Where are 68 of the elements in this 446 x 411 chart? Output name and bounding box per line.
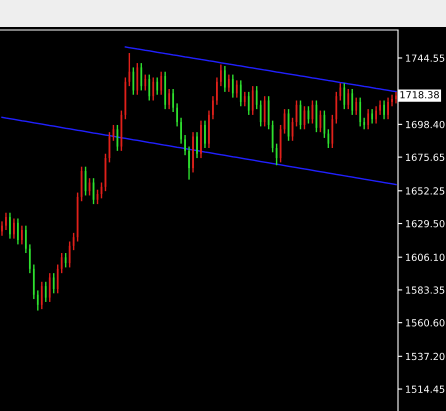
candlestick bbox=[108, 131, 110, 164]
candlestick bbox=[116, 124, 118, 152]
y-tick-label: 1583.35 bbox=[406, 286, 444, 294]
candlestick bbox=[304, 106, 306, 130]
candlestick bbox=[172, 88, 174, 113]
candlestick bbox=[104, 153, 106, 192]
candlestick bbox=[180, 117, 182, 144]
candlestick bbox=[92, 178, 94, 205]
y-tick-label: 1560.60 bbox=[406, 319, 445, 326]
y-tick-label: 1652.25 bbox=[406, 187, 444, 195]
candlestick bbox=[192, 131, 194, 174]
candlestick bbox=[84, 166, 86, 196]
candlestick bbox=[176, 102, 178, 128]
text: 1718.38 bbox=[400, 91, 439, 98]
candlestick bbox=[96, 189, 98, 205]
candlestick bbox=[292, 117, 294, 142]
candlestick bbox=[308, 106, 310, 124]
candlestick bbox=[184, 134, 186, 156]
candlestick bbox=[1, 220, 3, 236]
candlestick bbox=[208, 110, 210, 149]
candlestick bbox=[204, 120, 206, 149]
candlestick bbox=[17, 218, 19, 246]
candlestick bbox=[216, 76, 218, 106]
candlestick bbox=[280, 124, 282, 164]
candlestick bbox=[319, 110, 322, 133]
candlestick bbox=[371, 108, 374, 124]
y-tick-label: 1537.20 bbox=[406, 352, 445, 360]
candlestick bbox=[276, 142, 278, 166]
candlestick bbox=[13, 218, 15, 240]
candlestick bbox=[323, 110, 326, 139]
candlestick bbox=[220, 64, 222, 87]
candlestick bbox=[20, 224, 23, 246]
y-tick-label: 1744.55 bbox=[406, 54, 444, 62]
candlestick bbox=[188, 146, 190, 180]
candlestick bbox=[272, 120, 274, 153]
y-tick-label: 1514.45 bbox=[406, 386, 444, 393]
line-series bbox=[1, 116, 397, 186]
candlestick bbox=[76, 192, 79, 242]
candlestick bbox=[395, 91, 397, 104]
candlestick bbox=[212, 95, 214, 120]
y-tick-label: 1698.40 bbox=[406, 120, 445, 128]
candlestick bbox=[300, 100, 302, 130]
candlestick bbox=[24, 224, 27, 254]
candlestick bbox=[100, 182, 102, 200]
candlestick bbox=[5, 212, 7, 231]
candlestick bbox=[200, 120, 202, 159]
candlestick bbox=[391, 94, 393, 107]
candlestick bbox=[88, 178, 90, 196]
candlestick bbox=[224, 65, 226, 93]
candlestick bbox=[120, 110, 122, 152]
candlestick bbox=[312, 100, 314, 124]
candlestick bbox=[72, 232, 75, 251]
candlestick bbox=[284, 108, 286, 134]
candlestick bbox=[387, 96, 389, 120]
candlestick bbox=[112, 124, 114, 142]
candlestick bbox=[316, 100, 318, 133]
candlestick bbox=[80, 166, 82, 202]
y-tick-label: 1675.65 bbox=[406, 154, 444, 161]
candlestick bbox=[288, 108, 290, 142]
candlestick bbox=[383, 100, 385, 120]
candlestick bbox=[379, 100, 381, 116]
line-series bbox=[124, 46, 397, 92]
candlestick bbox=[9, 212, 11, 240]
y-tick-label: 1606.10 bbox=[406, 254, 445, 262]
candlestick bbox=[375, 106, 378, 124]
y-tick-label: 1629.50 bbox=[406, 220, 445, 228]
candlestick bbox=[296, 100, 298, 128]
candlestick bbox=[196, 131, 198, 159]
